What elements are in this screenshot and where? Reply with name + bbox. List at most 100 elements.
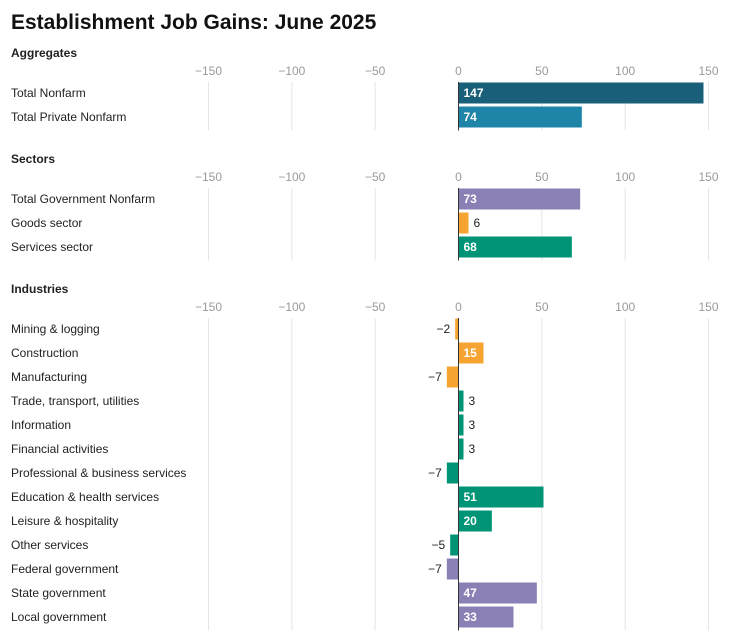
tick-label: 50: [535, 64, 549, 78]
tick-label: −50: [365, 300, 386, 314]
bar-row: Professional & business services −7: [11, 462, 459, 484]
data-label: −2: [436, 322, 450, 336]
chart-title: Establishment Job Gains: June 2025: [11, 11, 377, 34]
bar: [458, 106, 582, 128]
bar-row: Leisure & hospitality 20: [11, 510, 492, 532]
tick-label: −50: [365, 170, 386, 184]
data-label: 3: [469, 418, 476, 432]
bar-row: Education & health services 51: [11, 486, 544, 508]
bar-row: Federal government −7: [11, 558, 459, 580]
data-label: −5: [431, 538, 445, 552]
tick-label: −100: [278, 64, 305, 78]
tick-label: 50: [535, 300, 549, 314]
bar-label: Trade, transport, utilities: [11, 394, 139, 408]
bar-label: Information: [11, 418, 71, 432]
bar-row: Total Private Nonfarm 74: [11, 106, 582, 128]
tick-label: 100: [615, 170, 635, 184]
bar-row: State government 47: [11, 582, 537, 604]
bar-row: Mining & logging −2: [11, 318, 459, 340]
data-label: 3: [469, 442, 476, 456]
data-label: 6: [474, 216, 481, 230]
bar-label: Federal government: [11, 562, 119, 576]
section-header: Aggregates: [11, 46, 77, 60]
data-label: −7: [428, 562, 442, 576]
bar-row: Information 3: [11, 414, 476, 436]
tick-label: 0: [455, 64, 462, 78]
bar-label: State government: [11, 586, 106, 600]
bar-row: Goods sector 6: [11, 212, 481, 234]
tick-label: −150: [195, 170, 222, 184]
bar: [455, 318, 459, 340]
tick-label: −150: [195, 64, 222, 78]
bar-label: Other services: [11, 538, 88, 552]
bar-row: Other services −5: [11, 534, 459, 556]
bar-row: Total Nonfarm 147: [11, 82, 704, 104]
tick-label: −100: [278, 170, 305, 184]
panel-aggregates: Aggregates −150 −100 −50 0 50 100 150 Total Nonf…: [11, 46, 719, 131]
tick-label: −50: [365, 64, 386, 78]
bar: [458, 414, 464, 436]
bar-row: Services sector 68: [11, 236, 572, 258]
bar-label: Local government: [11, 610, 107, 624]
bar-label: Professional & business services: [11, 466, 186, 480]
bar-label: Mining & logging: [11, 322, 100, 336]
tick-label: −150: [195, 300, 222, 314]
bar-label: Goods sector: [11, 216, 82, 230]
bar: [458, 510, 492, 532]
bar-label: Leisure & hospitality: [11, 514, 118, 528]
data-label: 3: [469, 394, 476, 408]
bar-row: Manufacturing −7: [11, 366, 459, 388]
bar: [446, 366, 459, 388]
data-label: 73: [464, 192, 478, 206]
bar: [450, 534, 459, 556]
data-label: 147: [464, 86, 484, 100]
tick-label: 150: [698, 300, 718, 314]
data-label: 68: [464, 240, 478, 254]
data-label: 47: [464, 586, 478, 600]
bar-row: Construction 15: [11, 342, 484, 364]
bar-label: Total Nonfarm: [11, 86, 86, 100]
tick-label: 100: [615, 300, 635, 314]
tick-label: −100: [278, 300, 305, 314]
bar-label: Manufacturing: [11, 370, 87, 384]
panel-industries: Industries −150 −100 −50 0 50 100 150 Mining & l…: [11, 282, 719, 631]
bar: [458, 212, 469, 234]
bar: [458, 342, 484, 364]
section-header: Industries: [11, 282, 69, 296]
bar-row: Local government 33: [11, 606, 514, 628]
tick-label: 0: [455, 170, 462, 184]
bar-row: Financial activities 3: [11, 438, 476, 460]
bar-row: Trade, transport, utilities 3: [11, 390, 476, 412]
data-label: 33: [464, 610, 478, 624]
section-header: Sectors: [11, 152, 55, 166]
bar: [458, 438, 464, 460]
bar-label: Financial activities: [11, 442, 108, 456]
panel-sectors: Sectors −150 −100 −50 0 50 100 150 Total Governm…: [11, 152, 719, 261]
bar-label: Services sector: [11, 240, 93, 254]
bar-label: Education & health services: [11, 490, 159, 504]
bar-row: Total Government Nonfarm 73: [11, 188, 581, 210]
data-label: 51: [464, 490, 478, 504]
bar: [458, 82, 704, 104]
tick-label: 0: [455, 300, 462, 314]
bar: [458, 606, 514, 628]
data-label: 74: [464, 110, 478, 124]
data-label: −7: [428, 466, 442, 480]
bar-label: Construction: [11, 346, 78, 360]
bar: [458, 486, 544, 508]
bar: [458, 236, 572, 258]
bar: [446, 462, 459, 484]
bar: [458, 390, 464, 412]
tick-label: 150: [698, 170, 718, 184]
bar: [458, 582, 537, 604]
bar-label: Total Private Nonfarm: [11, 110, 126, 124]
data-label: −7: [428, 370, 442, 384]
tick-label: 50: [535, 170, 549, 184]
bar: [446, 558, 459, 580]
tick-label: 100: [615, 64, 635, 78]
tick-label: 150: [698, 64, 718, 78]
data-label: 20: [464, 514, 478, 528]
data-label: 15: [464, 346, 478, 360]
